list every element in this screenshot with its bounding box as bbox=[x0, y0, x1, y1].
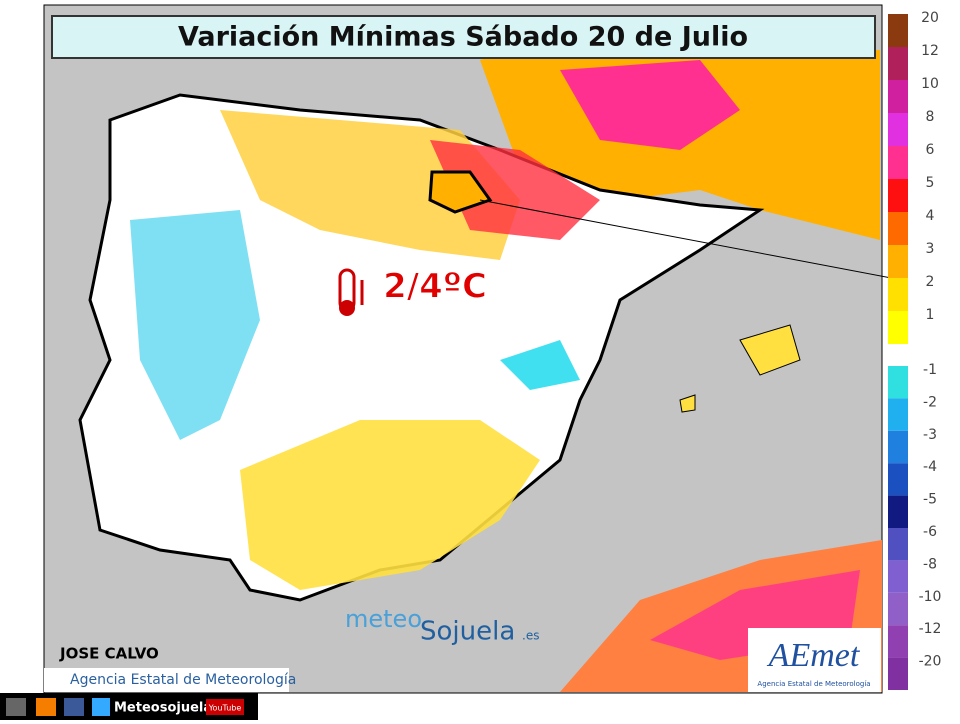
legend-label: -3 bbox=[923, 427, 937, 443]
legend: 20 12 10 8 6 5 4 3 2 1 -1 -2 -3 -4 -5 -6 -8 -10 -12 -20 bbox=[888, 10, 941, 690]
legend-swatch bbox=[888, 366, 908, 399]
legend-label: 6 bbox=[926, 142, 935, 158]
legend-swatch bbox=[888, 528, 908, 561]
legend-swatch bbox=[888, 463, 908, 496]
title-box bbox=[51, 15, 876, 59]
credit: Agencia Estatal de Meteorología bbox=[70, 672, 296, 688]
legend-label: 8 bbox=[926, 109, 935, 125]
legend-swatch bbox=[888, 278, 908, 311]
legend-swatch bbox=[888, 212, 908, 245]
legend-label: 12 bbox=[921, 43, 939, 59]
legend-label: -8 bbox=[923, 556, 937, 572]
legend-swatch bbox=[888, 146, 908, 179]
legend-swatch bbox=[888, 495, 908, 528]
icon[interactable] bbox=[64, 698, 84, 716]
icon[interactable] bbox=[6, 698, 26, 716]
legend-swatch bbox=[888, 657, 908, 690]
legend-swatch bbox=[888, 245, 908, 278]
island bbox=[739, 324, 801, 376]
title: Variación Mínimas Sábado 20 de Julio bbox=[178, 22, 748, 53]
author: JOSE CALVO bbox=[59, 645, 159, 663]
rioja bbox=[428, 170, 493, 214]
island bbox=[679, 394, 696, 413]
legend-label: 20 bbox=[921, 10, 939, 26]
footer-handle[interactable]: Meteosojuela bbox=[114, 701, 212, 716]
youtube-icon[interactable] bbox=[206, 699, 244, 715]
cool-area bbox=[500, 340, 580, 390]
annotation: 2/4ºC bbox=[383, 267, 487, 307]
youtube-label[interactable]: YouTube bbox=[208, 704, 242, 713]
legend-label: 10 bbox=[921, 76, 939, 92]
watermark: Sojuela bbox=[420, 617, 515, 647]
pointer-line bbox=[479, 199, 903, 281]
legend-label: 2 bbox=[926, 274, 935, 290]
icon[interactable] bbox=[36, 698, 56, 716]
legend-swatch bbox=[888, 592, 908, 626]
legend-swatch bbox=[888, 625, 908, 658]
credit-box bbox=[44, 668, 289, 692]
logo-subtitle: Agencia Estatal de Meteorología bbox=[757, 680, 870, 688]
legend-swatch bbox=[888, 179, 908, 212]
legend-label: -1 bbox=[923, 362, 937, 378]
thermometer-bulb bbox=[339, 300, 355, 316]
icon[interactable] bbox=[92, 698, 110, 716]
legend-label: -4 bbox=[923, 459, 937, 475]
legend-swatch bbox=[888, 430, 908, 464]
logo-box bbox=[748, 628, 881, 692]
legend-swatch bbox=[888, 47, 908, 80]
cool-area bbox=[130, 210, 260, 440]
legend-label: 4 bbox=[926, 208, 935, 224]
legend-label: 5 bbox=[926, 175, 935, 191]
legend-label: 1 bbox=[926, 307, 935, 323]
hot-area bbox=[560, 60, 740, 150]
legend-swatch bbox=[888, 14, 908, 47]
legend-swatch bbox=[888, 398, 908, 431]
legend-label: -5 bbox=[923, 492, 937, 508]
legend-swatch bbox=[888, 80, 908, 113]
legend-label: -20 bbox=[919, 654, 942, 670]
legend-label: 3 bbox=[926, 241, 935, 257]
watermark: .es bbox=[522, 629, 539, 643]
warm-area bbox=[240, 420, 540, 590]
legend-swatch bbox=[888, 560, 908, 593]
legend-label: -12 bbox=[919, 621, 942, 637]
legend-swatch bbox=[888, 113, 908, 146]
legend-label: -6 bbox=[923, 524, 937, 540]
legend-label: -2 bbox=[923, 394, 937, 410]
logo: AEmet bbox=[767, 637, 861, 674]
watermark: meteo bbox=[345, 605, 422, 633]
legend-swatch bbox=[888, 311, 908, 344]
legend-label: -10 bbox=[919, 589, 942, 605]
